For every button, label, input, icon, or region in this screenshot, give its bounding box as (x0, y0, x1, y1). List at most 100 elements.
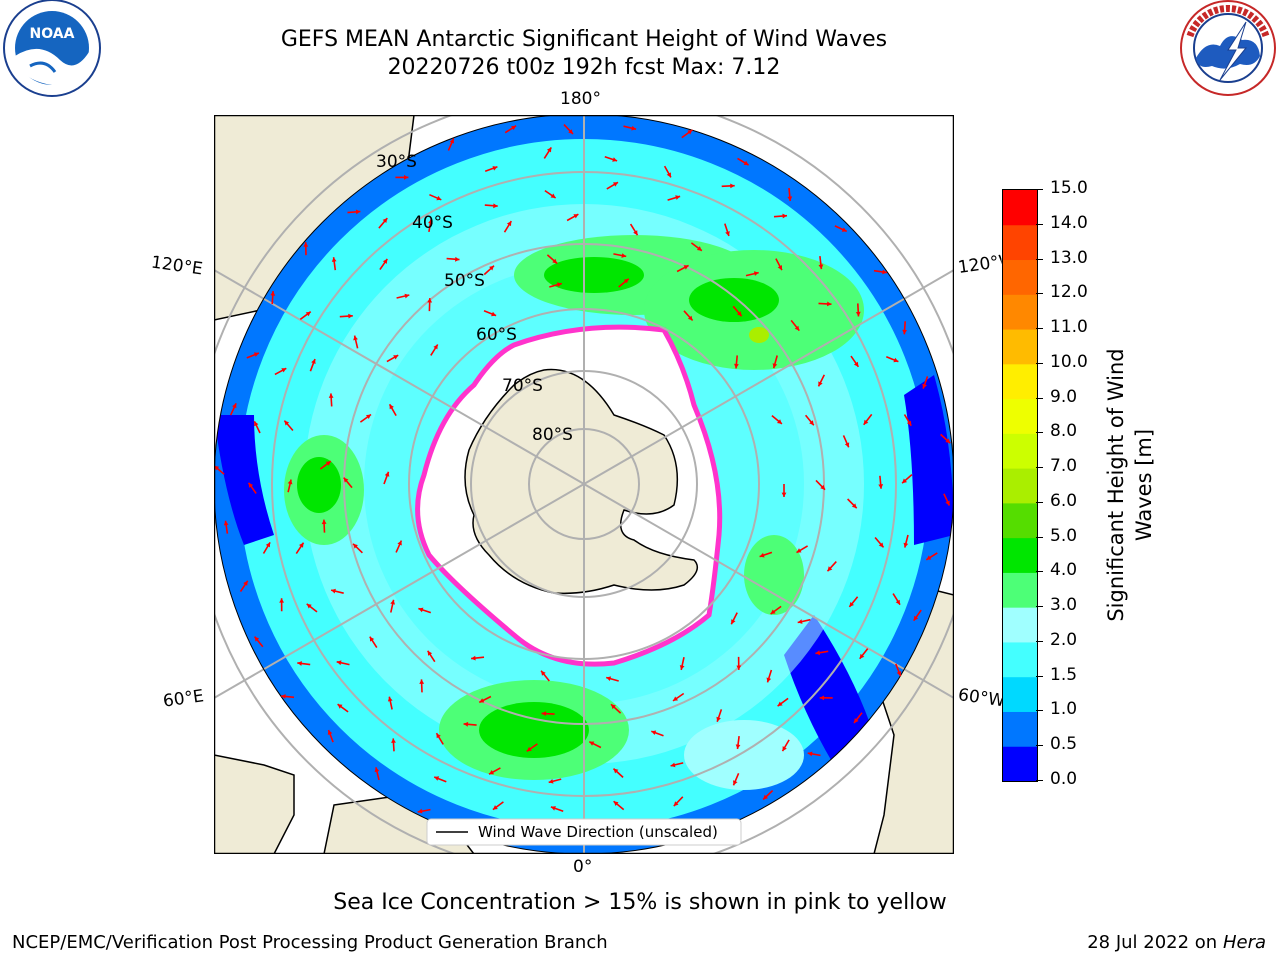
colorbar-tick-label: 9.0 (1050, 386, 1078, 407)
colorbar-segment (1003, 433, 1037, 469)
wind-arrow-head (336, 660, 342, 666)
lat-label-80s: 80°S (532, 425, 573, 445)
wind-arrow-head (611, 704, 616, 710)
lat-label-60s: 60°S (476, 325, 517, 345)
wind-arrow-head (232, 403, 237, 409)
wind-arrow-head (306, 603, 312, 609)
wind-arrow-head (782, 213, 787, 219)
wind-arrow-head (214, 465, 220, 471)
wind-arrow-head (281, 368, 287, 373)
wind-arrow-head (731, 619, 736, 625)
wind-arrow-head (526, 746, 532, 752)
wind-arrow-head (623, 278, 629, 284)
colorbar-tick-label: 7.0 (1050, 456, 1078, 477)
lon-label-60e: 60°E (161, 686, 206, 712)
wind-arrow-head (337, 704, 343, 709)
wind-arrow-head (254, 421, 259, 427)
wind-arrow-head (270, 291, 276, 296)
wind-arrow-head (303, 242, 309, 247)
polar-map[interactable]: 30°S 40°S 50°S 60°S 70°S 80°S Wind Wave … (214, 115, 954, 854)
wind-arrow-head (541, 711, 547, 716)
map-title-line2: 20220726 t00z 192h fcst Max: 7.12 (387, 55, 781, 80)
lon-label-120w: 120°W (956, 252, 1004, 278)
wind-arrow-head (863, 419, 869, 425)
sea-ice-note: Sea Ice Concentration > 15% is shown in … (333, 890, 947, 915)
wind-arrow-head (851, 503, 857, 509)
wind-arrow-head (223, 520, 229, 526)
wind-arrow-head (589, 741, 595, 746)
wind-arrow-head (449, 138, 454, 144)
wind-arrow-head (736, 665, 742, 670)
wind-arrow-head (926, 555, 932, 560)
wind-arrow-head (382, 218, 388, 223)
wind-arrow-head (675, 195, 681, 200)
wind-arrow-head (763, 794, 768, 800)
wind-arrow-head (815, 650, 821, 656)
wind-arrow-head (284, 420, 290, 426)
lon-label-60w: 60°W (956, 685, 1004, 711)
wind-arrow-head (418, 607, 424, 613)
wind-arrow-head (355, 209, 361, 215)
wind-arrow-head (568, 129, 573, 134)
colorbar-label: Significant Height of Wind Waves [m] (1104, 348, 1156, 622)
wind-arrow-head (893, 357, 899, 363)
wind-arrow-head (479, 698, 485, 703)
wind-arrow-head (841, 227, 847, 232)
wind-arrow-head (253, 352, 259, 357)
wind-arrow-head (382, 258, 388, 264)
colorbar-tick-label: 0.0 (1050, 769, 1078, 789)
colorbar-tick-label: 6.0 (1050, 490, 1078, 511)
wind-arrow-head (794, 325, 800, 331)
wind-arrow-head (878, 542, 884, 548)
colorbar-tick-mark (1036, 258, 1043, 260)
colorbar-segment (1003, 190, 1037, 226)
wind-arrow-head (849, 602, 854, 607)
wind-arrow-head (427, 650, 433, 656)
wind-arrow-head (854, 718, 859, 723)
colorbar-segment (1003, 224, 1037, 261)
wind-arrow-head (922, 383, 927, 389)
colorbar-tick-mark (1036, 293, 1043, 295)
wind-arrow-head (633, 230, 638, 236)
wind-arrow-head (679, 665, 685, 670)
wind-arrow-head (734, 363, 739, 369)
machine-name: Hera (1222, 932, 1266, 953)
wind-arrow-head (631, 125, 637, 131)
wind-arrow-head (735, 744, 741, 749)
wind-arrow-head (436, 733, 441, 739)
colorbar-segment (1003, 502, 1037, 539)
wind-arrow-head (809, 420, 814, 426)
wind-arrow-head (493, 203, 498, 209)
colorbar-segment (1003, 746, 1037, 781)
wind-arrow-head (573, 214, 579, 219)
wind-arrow-head (945, 438, 951, 444)
wind-arrow-head (612, 157, 618, 162)
colorbar-segment (1003, 468, 1037, 504)
wind-arrow-head (882, 269, 887, 275)
credit-text: NCEP/EMC/Verification Post Processing Pr… (12, 932, 608, 953)
wind-arrow-head (902, 329, 907, 335)
wind-arrow-head (281, 694, 286, 699)
wind-arrow-head (331, 588, 336, 594)
wind-arrow-head (348, 313, 353, 319)
wind-arrow-head (621, 253, 627, 258)
colorbar-segment (1003, 329, 1037, 365)
wind-arrow-head (683, 265, 689, 270)
wind-arrow-head (859, 653, 865, 659)
lon-label-0: 0° (573, 857, 593, 877)
colorbar-tick-mark (1036, 432, 1043, 434)
wind-arrow-head (733, 780, 738, 786)
colorbar (1002, 189, 1038, 782)
wind-arrow-head (390, 599, 395, 605)
wind-arrow-head (613, 801, 619, 806)
wind-arrow-head (673, 696, 678, 701)
wind-arrow-head (827, 566, 833, 572)
wind-arrow-head (391, 738, 396, 743)
wind-arrow-head (492, 166, 498, 171)
wind-arrow-head (787, 196, 793, 201)
wind-arrow-head (404, 175, 409, 180)
colorbar-segment (1003, 294, 1037, 330)
wind-arrow-head (895, 599, 900, 605)
colorbar-tick-mark (1036, 362, 1043, 364)
wind-arrow-head (556, 282, 562, 287)
